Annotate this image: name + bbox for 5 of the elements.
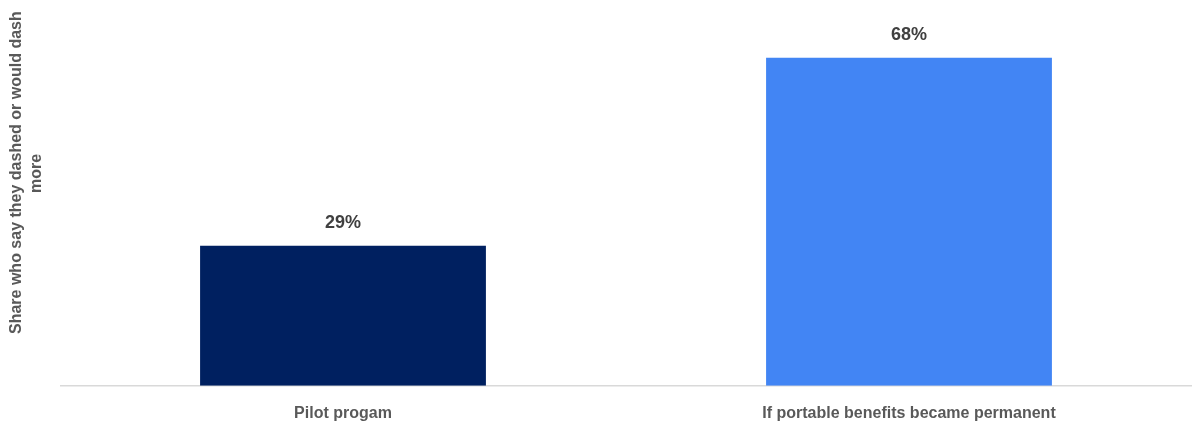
x-tick-label: Pilot progam (294, 403, 392, 421)
data-label: 68% (890, 23, 928, 44)
data-label: 29% (324, 211, 362, 232)
x-tick-label: If portable benefits became permanent (762, 403, 1057, 421)
y-axis-title: Share who say they dashed or would dash more (6, 10, 45, 337)
